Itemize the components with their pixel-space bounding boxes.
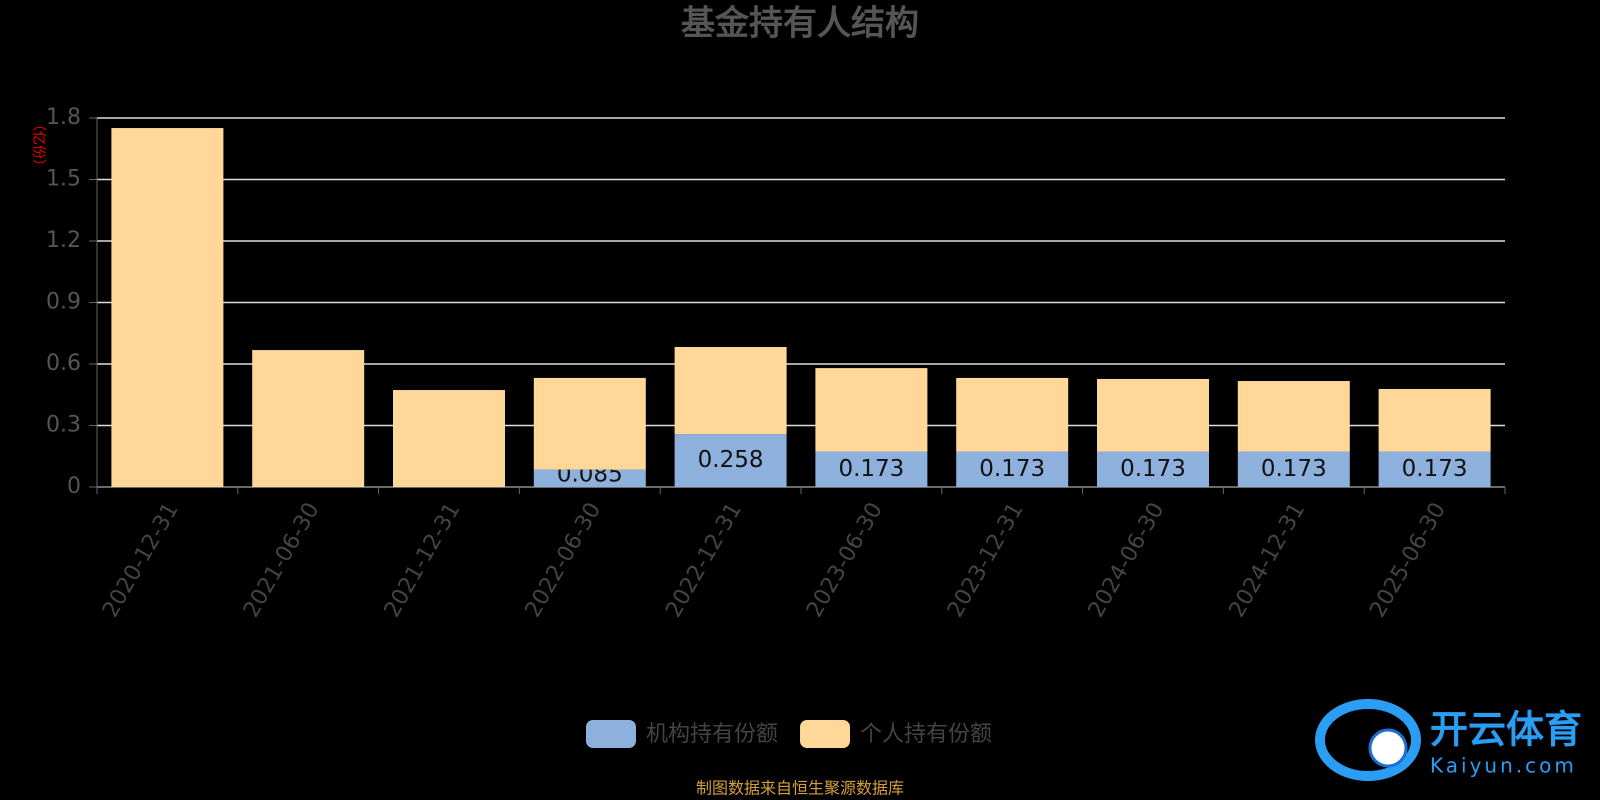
bar-segment xyxy=(1237,381,1350,452)
y-tick-label: 1.5 xyxy=(46,167,81,192)
source-note: 制图数据来自恒生聚源数据库 xyxy=(696,779,904,798)
legend-swatch xyxy=(800,720,851,748)
logo-ring xyxy=(1315,699,1421,781)
y-tick-label: 1.2 xyxy=(46,228,81,253)
legend-label: 机构持有份额 xyxy=(646,722,778,747)
chart-title: 基金持有人结构 xyxy=(681,4,919,44)
value-label: 0.173 xyxy=(1120,456,1186,482)
bar-segment xyxy=(1097,451,1209,487)
bar-segment xyxy=(252,350,365,487)
value-label: 0.173 xyxy=(979,456,1045,482)
watermark-name: 开云体育 xyxy=(1430,708,1582,752)
bar-segment xyxy=(533,377,646,470)
bar-segment xyxy=(815,451,928,487)
bar-segment xyxy=(1237,451,1350,487)
y-tick-label: 0.6 xyxy=(46,351,81,376)
bar-segment xyxy=(956,451,1069,487)
bar-segment xyxy=(674,434,787,487)
y-tick-label: 0.9 xyxy=(46,290,81,315)
bar-segment xyxy=(1378,451,1491,487)
y-tick-label: 1.8 xyxy=(46,105,81,130)
bar-segment xyxy=(393,390,505,487)
value-label: 0.173 xyxy=(1402,456,1468,482)
watermark: 开云体育 Kaiyun.com xyxy=(1315,699,1582,781)
value-label: 0.173 xyxy=(838,456,904,482)
bar-segment xyxy=(1097,378,1209,452)
legend-label: 个人持有份额 xyxy=(860,722,992,747)
value-label: 0.258 xyxy=(698,447,764,473)
bar-segment xyxy=(533,469,646,487)
watermark-url: Kaiyun.com xyxy=(1430,754,1577,778)
logo-ball xyxy=(1368,728,1408,768)
bar-segment xyxy=(1378,389,1491,452)
legend-swatch xyxy=(586,720,636,748)
y-axis-label: （亿份） xyxy=(30,117,46,173)
bar-segment xyxy=(956,377,1069,452)
bar-segment xyxy=(815,368,928,452)
y-tick-label: 0.3 xyxy=(46,413,81,438)
y-tick-label: 0 xyxy=(67,474,81,499)
bar-segment xyxy=(111,128,224,488)
bar-segment xyxy=(674,346,787,435)
value-label: 0.173 xyxy=(1261,456,1327,482)
